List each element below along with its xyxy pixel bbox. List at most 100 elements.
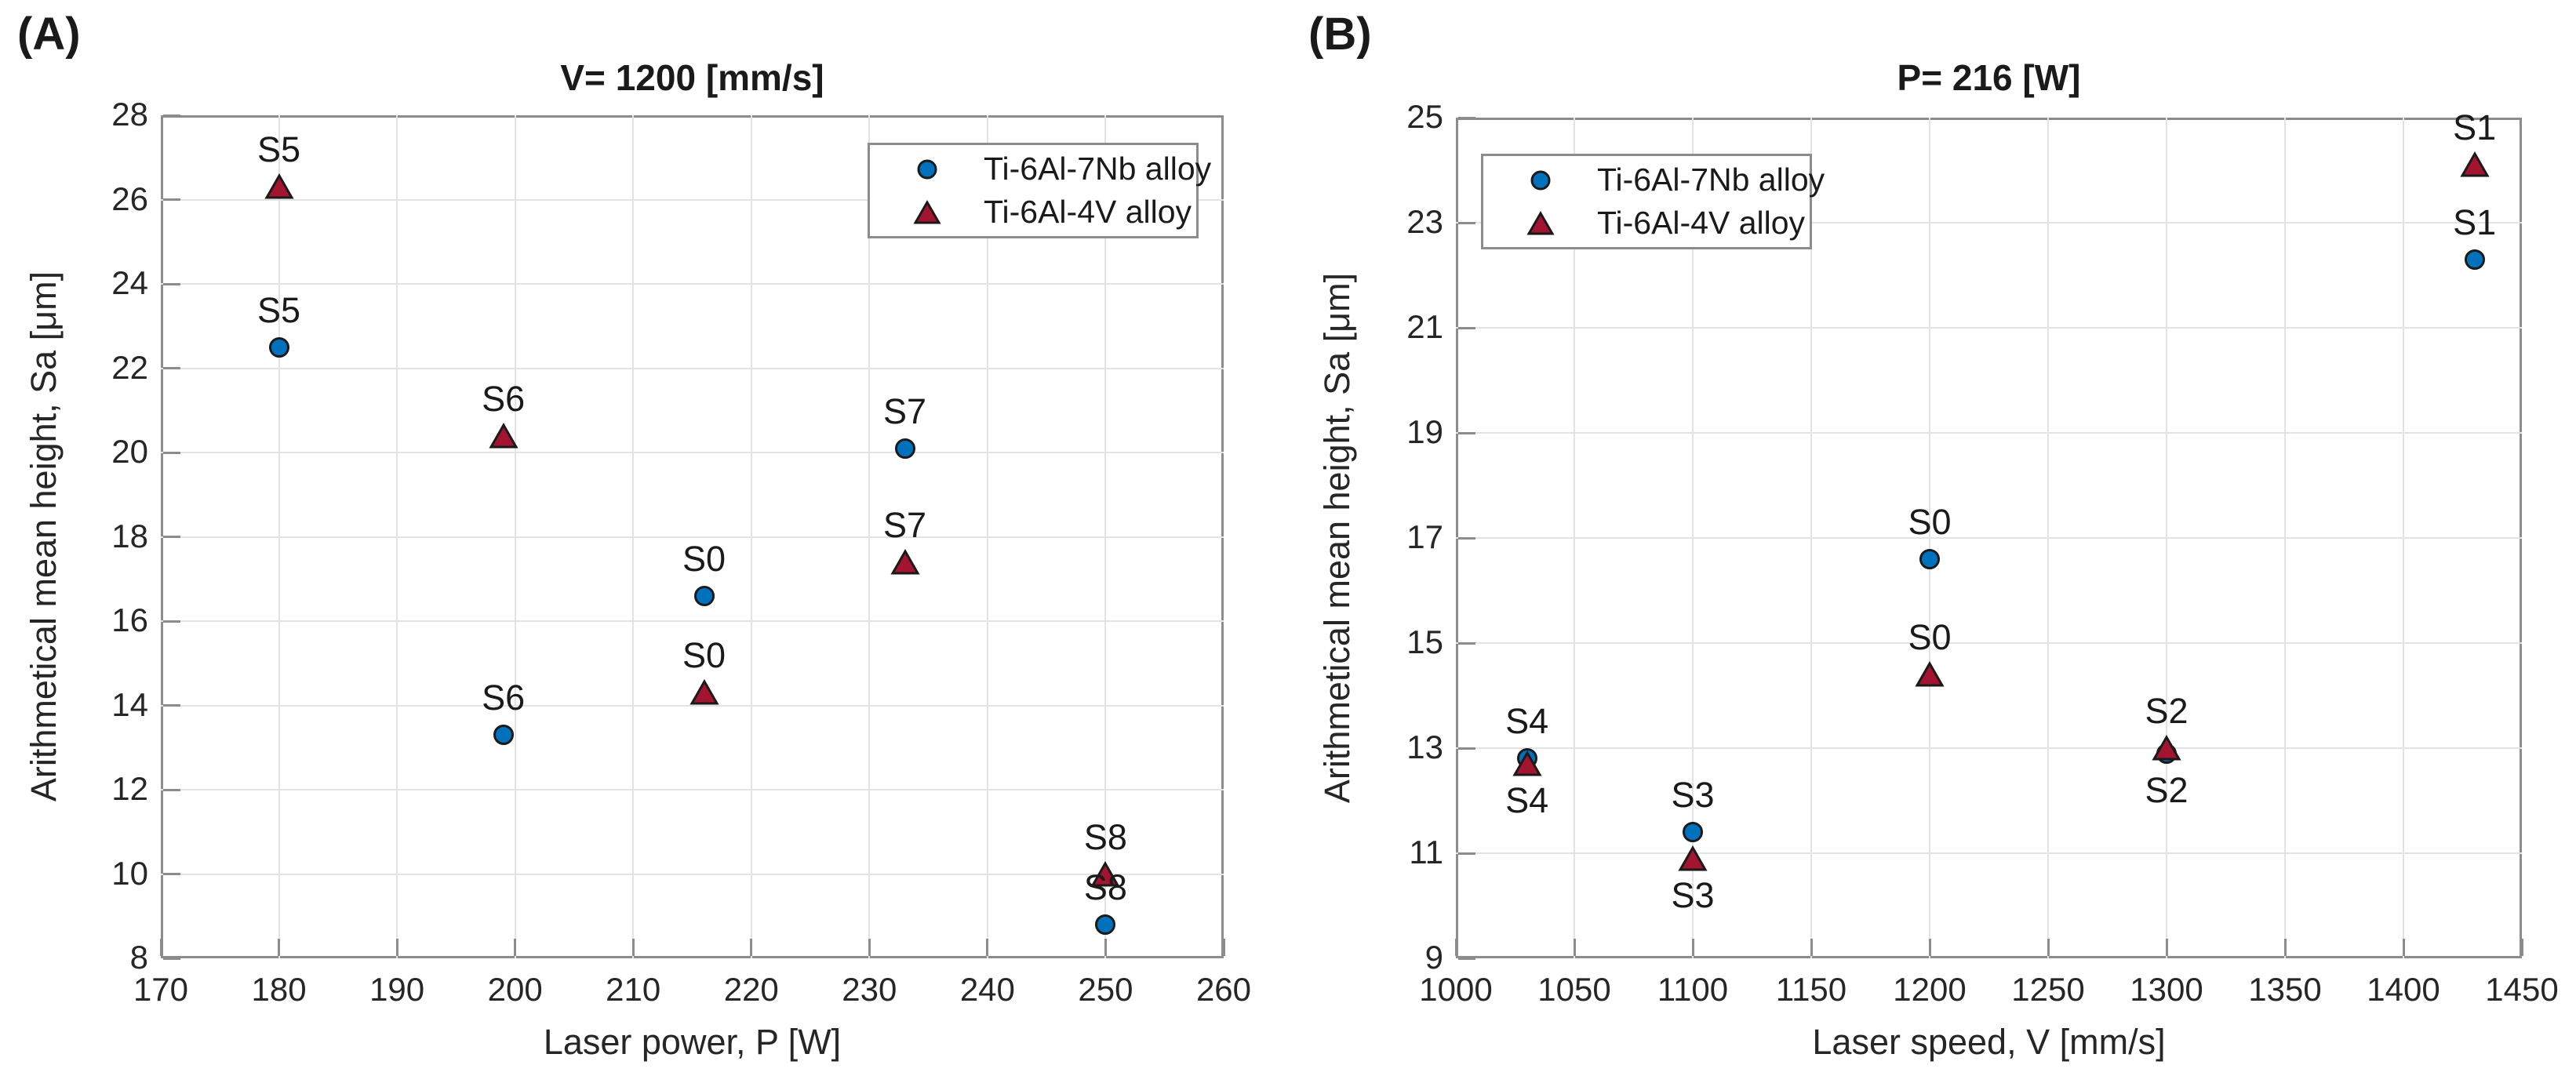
panel-b-y-tick-label: 21 <box>1406 308 1443 345</box>
panel-b-x-tick-label: 1250 <box>2011 971 2085 1008</box>
panel-a-y-tick-label: 28 <box>111 96 148 133</box>
panel-a-y-tick-label: 18 <box>111 517 148 554</box>
panel-a-data-point-triangle <box>689 679 719 710</box>
panel-b-data-point-circle <box>1916 546 1943 576</box>
panel-a-gridline-y <box>161 704 1224 707</box>
panel-b-tick-y <box>1458 641 1475 645</box>
panel-a-title: V= 1200 [mm/s] <box>560 57 824 98</box>
panel-a-data-point-circle <box>266 334 293 365</box>
panel-a-tick-y <box>163 282 180 285</box>
panel-a-y-tick-label: 12 <box>111 770 148 807</box>
panel-b-x-tick-label: 1100 <box>1657 971 1729 1008</box>
panel-a-data-point-label: S5 <box>257 289 301 330</box>
panel-b-y-tick-label: 15 <box>1406 623 1443 660</box>
panel-a-tick-y <box>163 620 180 623</box>
panel-b-data-point-triangle <box>1512 750 1542 781</box>
panel-b-tick-y <box>1458 431 1475 434</box>
panel-b-x-tick-label: 1000 <box>1419 971 1493 1008</box>
panel-b-tick-x <box>2402 939 2405 956</box>
panel-a-x-axis-label: Laser power, P [W] <box>543 1022 842 1062</box>
panel-a-data-point-label: S8 <box>1083 867 1127 907</box>
legend-item-label: Ti-6Al-4V alloy <box>1597 205 1806 241</box>
panel-b-tick-y <box>1458 852 1475 855</box>
legend-item-label: Ti-6Al-7Nb alloy <box>984 151 1212 187</box>
panel-a-data-point-label: S6 <box>482 378 526 419</box>
panel-b-y-tick-label: 9 <box>1424 939 1443 976</box>
panel-a-x-tick-label: 250 <box>1078 971 1133 1008</box>
panel-a-data-point-label: S7 <box>882 504 927 545</box>
panel-b-y-tick-label: 23 <box>1406 203 1443 240</box>
panel-b-tick-x <box>2165 939 2168 956</box>
panel-b-data-point-circle <box>1679 819 1706 849</box>
panel-a-gridline-y <box>161 367 1224 369</box>
panel-b-legend-box: Ti-6Al-7Nb alloy Ti-6Al-4V alloy <box>1481 154 1825 249</box>
panel-b-tick-x <box>2520 939 2523 956</box>
panel-b-tick-y <box>1458 326 1475 329</box>
panel-b-data-point-triangle <box>1915 661 1945 692</box>
panel-b-gridline-y <box>1456 222 2522 224</box>
panel-b-data-point-label: S2 <box>2145 691 2189 731</box>
panel-a-tick-y <box>163 957 180 960</box>
legend-item-label: Ti-6Al-4V alloy <box>984 194 1192 230</box>
panel-b-data-point-label: S3 <box>1671 775 1715 816</box>
panel-a-y-tick-label: 22 <box>111 348 148 386</box>
panel-a-x-tick-label: 200 <box>487 971 543 1008</box>
panel-a-tick-x <box>986 939 989 956</box>
panel-a-gridline-y <box>161 789 1224 790</box>
panel-b-x-tick-label: 1350 <box>2248 971 2322 1008</box>
panel-b-y-tick-label: 25 <box>1406 98 1443 135</box>
panel-b-x-tick-label: 1400 <box>2367 971 2440 1008</box>
panel-b-gridline-y <box>1456 747 2522 749</box>
panel-a-gridline-y <box>161 198 1224 201</box>
panel-a-data-point-label: S0 <box>682 635 726 676</box>
panel-a-data-point-label: S6 <box>482 678 526 718</box>
panel-b-legend-item: Ti-6Al-7Nb alloy <box>1483 158 1825 202</box>
panel-a-tick-y <box>163 198 180 201</box>
panel-a-tick-y <box>163 873 180 875</box>
panel-a-gridline-y <box>161 873 1224 875</box>
panel-b-tick-y <box>1458 536 1475 540</box>
panel-a-tick-y <box>163 451 180 454</box>
panel-a-y-tick-label: 24 <box>111 264 148 301</box>
panel-a-tick-y <box>163 536 180 538</box>
panel-b-y-tick-label: 11 <box>1409 834 1443 870</box>
panel-b-legend-item: Ti-6Al-4V alloy <box>1483 202 1810 245</box>
legend-item-label: Ti-6Al-7Nb alloy <box>1597 162 1825 198</box>
panel-b-x-axis-label: Laser speed, V [mm/s] <box>1812 1022 2166 1062</box>
panel-a-y-tick-label: 14 <box>111 685 148 723</box>
panel-a-x-tick-label: 170 <box>133 971 189 1008</box>
legend-triangle-icon <box>870 199 984 225</box>
panel-a-data-point-triangle <box>264 173 294 204</box>
panel-a-x-tick-label: 190 <box>369 971 425 1008</box>
panel-b-gridline-y <box>1456 432 2522 434</box>
panel-b-tick-x <box>1810 939 1813 956</box>
panel-a-tick-x <box>631 939 635 956</box>
panel-b-data-point-triangle <box>2152 734 2181 765</box>
panel-a-data-point-circle <box>1092 911 1119 942</box>
panel-a-corner-label: (A) <box>17 9 81 60</box>
panel-b-gridline-y <box>1456 852 2522 854</box>
panel-b-gridline-y <box>1456 327 2522 329</box>
panel-b-data-point-label: S1 <box>2453 202 2497 242</box>
legend-circle-icon <box>1483 168 1597 193</box>
panel-a-y-tick-label: 26 <box>111 180 148 217</box>
panel-a-data-point-circle <box>691 583 718 613</box>
panel-b-x-tick-label: 1150 <box>1775 971 1847 1008</box>
panel-a-tick-x <box>159 939 162 956</box>
panel-b-x-tick-label: 1300 <box>2130 971 2203 1008</box>
panel-b-data-point-label: S4 <box>1505 701 1549 742</box>
panel-b-tick-y <box>1458 221 1475 224</box>
panel-a-data-point-circle <box>490 721 517 752</box>
panel-a-data-point-triangle <box>890 548 920 580</box>
panel-a-tick-x <box>868 939 871 956</box>
panel-b-x-tick-label: 1200 <box>1893 971 1967 1008</box>
panel-b-data-point-label: S3 <box>1671 874 1715 915</box>
panel-a-x-tick-label: 220 <box>723 971 779 1008</box>
panel-a-legend-box: Ti-6Al-7Nb alloy Ti-6Al-4V alloy <box>868 143 1211 238</box>
panel-b-tick-y <box>1458 116 1475 119</box>
panel-a-tick-y <box>163 704 180 707</box>
panel-b-tick-x <box>1573 939 1576 956</box>
panel-b-tick-y <box>1458 747 1475 750</box>
panel-a-data-point-label: S5 <box>257 129 301 170</box>
